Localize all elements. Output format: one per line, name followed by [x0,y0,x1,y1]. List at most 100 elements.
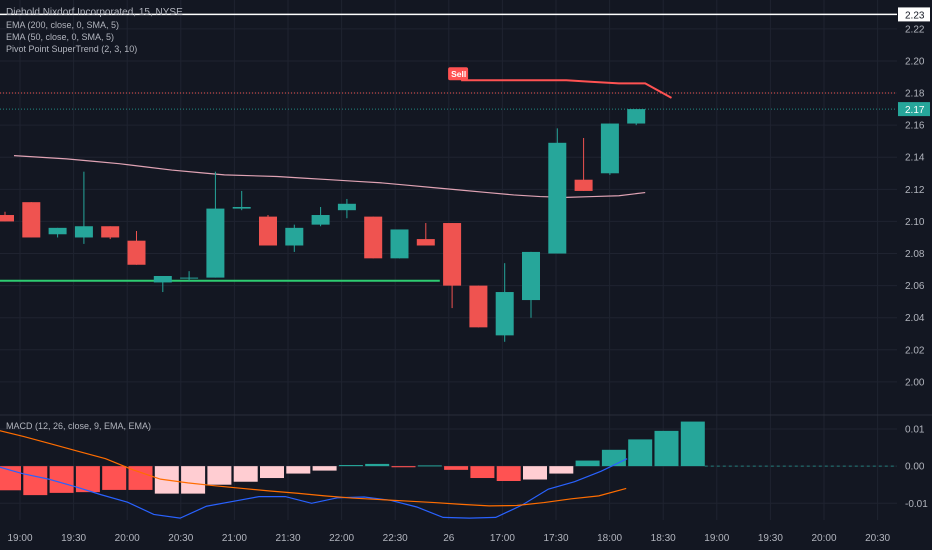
candle[interactable] [390,229,409,259]
candle[interactable] [469,285,488,328]
macd-tick-label: 0.01 [905,425,925,436]
candle-body [600,123,619,174]
macd-histogram-bar [128,466,153,490]
time-tick-label: 18:00 [597,533,622,544]
time-tick-label: 21:00 [222,533,247,544]
candle[interactable] [22,202,41,238]
white-level-label: 2.23 [905,10,925,21]
macd-histogram-bar [417,465,442,467]
candle-body [311,215,330,225]
time-tick-label: 19:30 [61,533,86,544]
candle[interactable] [259,215,277,246]
time-tick-label: 19:00 [704,533,729,544]
price-tick-label: 2.02 [905,345,925,356]
macd-histogram-bar [496,466,521,481]
candle[interactable] [74,171,93,244]
candle-body [206,208,225,278]
macd-histogram-bar [23,466,48,496]
time-tick-label: 20:00 [115,533,140,544]
time-axis[interactable]: 19:00 19:30 20:00 20:30 21:00 21:30 22:00 22:30… [7,533,890,544]
candle-body [0,215,14,222]
candle-body [153,275,172,283]
price-tick-label: 2.18 [905,89,925,100]
price-tick-label: 2.08 [905,249,925,260]
candle[interactable] [548,128,567,254]
time-tick-label: 20:00 [811,533,836,544]
price-tick-label: 2.14 [905,153,925,164]
candle-body [627,109,646,124]
time-tick-label: 18:30 [651,533,676,544]
candle[interactable] [232,190,251,211]
candle[interactable] [364,216,383,259]
candle[interactable] [48,227,67,238]
candle[interactable] [206,171,225,278]
indicator-label: EMA (50, close, 0, SMA, 5) [6,32,114,42]
candle[interactable] [285,224,304,252]
candle[interactable] [574,137,593,191]
time-tick-label: 22:30 [383,533,408,544]
macd-histogram-bar [444,466,469,470]
signal-line [0,430,627,507]
indicator-label: EMA (200, close, 0, SMA, 5) [6,20,119,30]
macd-tick-label: -0.01 [905,499,928,510]
indicator-label: Pivot Point SuperTrend (2, 3, 10) [6,44,137,54]
price-tick-label: 2.00 [905,377,925,388]
candle-body [548,142,567,254]
supertrend-down-line [461,79,672,99]
time-tick-label: 17:00 [490,533,515,544]
macd-histogram-bar [575,460,600,467]
candle-body [101,226,120,238]
price-tick-label: 2.12 [905,185,925,196]
candle[interactable] [416,223,435,246]
candle[interactable] [337,198,356,219]
macd-histogram-bar [654,430,679,467]
candle[interactable] [180,271,199,281]
candle[interactable] [311,206,330,227]
time-tick-label: 22:00 [329,533,354,544]
candle-body [285,227,304,246]
time-tick-label: 20:30 [168,533,193,544]
macd-histogram-bar [102,466,127,490]
last-price-label: 2.17 [905,105,925,116]
time-tick-label: 17:30 [543,533,568,544]
candle-body [574,179,593,191]
ema50-line [13,155,646,198]
candle[interactable] [101,226,120,240]
macd-histogram-bar [207,466,232,485]
symbol-title: Diebold Nixdorf Incorporated, 15, NYSE [6,7,183,18]
candle-body [416,239,435,246]
candle[interactable] [627,109,646,126]
sell-signal: Sell [448,67,469,81]
macd-histogram-bar [470,466,495,479]
macd-histogram-bar [365,463,390,467]
candle[interactable] [0,211,14,222]
candle-body [22,202,41,238]
macd-histogram-bar [181,466,206,494]
candle[interactable] [600,123,619,175]
candle[interactable] [443,223,462,309]
sell-signal-box [448,67,469,81]
candle[interactable] [495,263,514,342]
macd-histogram-bar [523,466,547,480]
time-tick-label: 19:30 [758,533,783,544]
candle[interactable] [522,251,540,318]
macd-histogram-bar [312,466,337,471]
candle-body [337,203,356,211]
candle-body [364,216,383,259]
macd-histogram-bar [286,466,311,474]
time-tick-label: 19:00 [7,533,32,544]
time-tick-label: 20:30 [865,533,890,544]
candle[interactable] [127,231,146,265]
white-level-tag [898,7,930,22]
time-tick-label: 21:30 [275,533,300,544]
macd-histogram-bar [628,439,653,467]
candle-body [259,216,277,246]
sell-signal-label: Sell [451,69,466,79]
price-axis[interactable]: USD2.222.202.182.162.142.122.102.082.062… [905,6,928,510]
macd-histogram-bar [233,466,258,482]
candle[interactable] [153,275,172,293]
time-tick-label: 26 [443,533,455,544]
macd-label: MACD (12, 26, close, 9, EMA, EMA) [6,421,151,431]
